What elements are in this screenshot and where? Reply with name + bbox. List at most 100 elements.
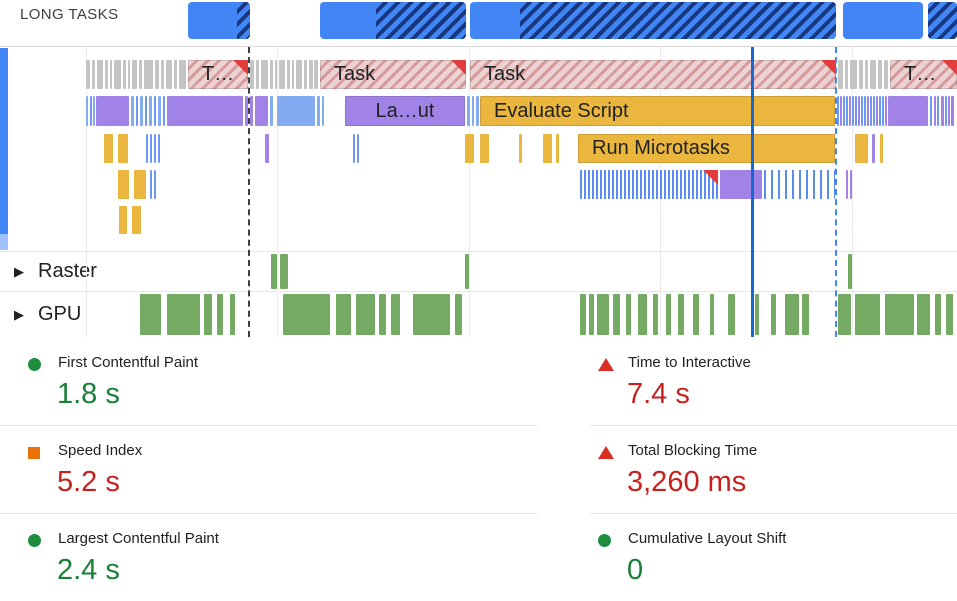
raster-activity-bar[interactable] <box>848 254 852 289</box>
activity-bar[interactable] <box>96 96 129 126</box>
gpu-activity-bar[interactable] <box>580 294 586 335</box>
raster-activity-bar[interactable] <box>280 254 288 289</box>
activity-bar[interactable] <box>304 60 307 89</box>
gpu-activity-bar[interactable] <box>167 294 200 335</box>
activity-bar[interactable] <box>855 96 857 126</box>
activity-bar[interactable] <box>878 60 882 89</box>
activity-bar[interactable] <box>948 96 950 126</box>
activity-bar[interactable] <box>880 134 883 163</box>
gpu-activity-bar[interactable] <box>838 294 851 335</box>
activity-bar[interactable] <box>764 170 835 199</box>
activity-bar[interactable] <box>850 60 857 89</box>
activity-bar[interactable] <box>154 96 156 126</box>
gpu-activity-bar[interactable] <box>728 294 735 335</box>
activity-bar[interactable] <box>255 96 268 126</box>
activity-bar[interactable] <box>277 96 315 126</box>
activity-bar[interactable] <box>852 96 854 126</box>
activity-bar[interactable] <box>250 96 253 126</box>
expand-triangle-icon[interactable]: ▶ <box>14 263 24 279</box>
activity-bar[interactable] <box>128 60 130 89</box>
activity-bar[interactable] <box>279 60 285 89</box>
activity-bar[interactable] <box>309 60 313 89</box>
activity-bar[interactable] <box>888 96 928 126</box>
gpu-activity-bar[interactable] <box>710 294 714 335</box>
gpu-activity-bar[interactable] <box>885 294 914 335</box>
activity-bar[interactable] <box>86 60 90 89</box>
activity-bar[interactable] <box>118 170 129 199</box>
activity-bar[interactable] <box>465 134 474 163</box>
flame-bar-task[interactable]: Task <box>320 60 466 89</box>
activity-bar[interactable] <box>845 60 848 89</box>
activity-bar[interactable] <box>864 96 866 126</box>
gpu-activity-bar[interactable] <box>455 294 462 335</box>
gpu-activity-bar[interactable] <box>785 294 799 335</box>
activity-bar[interactable] <box>150 170 152 199</box>
activity-bar[interactable] <box>150 134 152 163</box>
activity-bar[interactable] <box>119 206 127 234</box>
long-task-bar[interactable] <box>470 2 836 39</box>
activity-bar[interactable] <box>876 96 878 126</box>
activity-bar[interactable] <box>296 60 302 89</box>
activity-bar[interactable] <box>858 96 860 126</box>
raster-track[interactable]: ▶ Raster <box>0 251 957 291</box>
long-task-bar[interactable] <box>320 2 466 39</box>
activity-bar[interactable] <box>131 96 134 126</box>
gpu-activity-bar[interactable] <box>230 294 235 335</box>
activity-bar[interactable] <box>287 60 290 89</box>
activity-bar[interactable] <box>543 134 552 163</box>
activity-bar[interactable] <box>154 170 156 199</box>
activity-bar[interactable] <box>846 170 848 199</box>
activity-bar[interactable] <box>270 96 273 126</box>
activity-bar[interactable] <box>884 60 888 89</box>
flame-bar-t[interactable]: T… <box>890 60 957 89</box>
gpu-activity-bar[interactable] <box>802 294 809 335</box>
activity-bar[interactable] <box>118 134 128 163</box>
activity-bar[interactable] <box>314 60 318 89</box>
activity-bar[interactable] <box>144 60 153 89</box>
activity-bar[interactable] <box>110 60 112 89</box>
gpu-activity-bar[interactable] <box>204 294 212 335</box>
activity-bar[interactable] <box>105 60 108 89</box>
gpu-activity-bar[interactable] <box>638 294 647 335</box>
activity-bar[interactable] <box>134 170 146 199</box>
activity-bar[interactable] <box>132 206 141 234</box>
flame-bar-runmicrotasks[interactable]: Run Microtasks <box>578 134 835 163</box>
activity-bar[interactable] <box>867 96 869 126</box>
timeline-left-handle-grip[interactable] <box>0 234 8 250</box>
activity-bar[interactable] <box>90 96 92 126</box>
activity-bar[interactable] <box>934 96 936 126</box>
gpu-activity-bar[interactable] <box>589 294 594 335</box>
activity-bar[interactable] <box>245 96 248 126</box>
gpu-activity-bar[interactable] <box>217 294 223 335</box>
activity-bar[interactable] <box>838 60 843 89</box>
activity-bar[interactable] <box>850 170 852 199</box>
activity-bar[interactable] <box>123 60 126 89</box>
activity-bar[interactable] <box>855 134 868 163</box>
activity-bar[interactable] <box>174 60 177 89</box>
activity-bar[interactable] <box>872 134 875 163</box>
activity-bar[interactable] <box>158 134 160 163</box>
activity-bar[interactable] <box>139 60 142 89</box>
activity-bar[interactable] <box>937 96 939 126</box>
activity-bar[interactable] <box>930 96 932 126</box>
activity-bar[interactable] <box>879 96 881 126</box>
activity-bar[interactable] <box>149 96 152 126</box>
activity-bar[interactable] <box>163 96 165 126</box>
flame-bar-laut[interactable]: La…ut <box>345 96 465 126</box>
activity-bar[interactable] <box>250 60 254 89</box>
activity-bar[interactable] <box>86 96 88 126</box>
activity-bar[interactable] <box>480 134 489 163</box>
activity-bar[interactable] <box>870 60 876 89</box>
activity-bar[interactable] <box>145 96 147 126</box>
gpu-activity-bar[interactable] <box>653 294 658 335</box>
gpu-activity-bar[interactable] <box>935 294 941 335</box>
gpu-activity-bar[interactable] <box>613 294 620 335</box>
activity-bar[interactable] <box>873 96 875 126</box>
gpu-activity-bar[interactable] <box>283 294 330 335</box>
long-tasks-overview-strip[interactable]: LONG TASKS <box>0 0 957 47</box>
activity-bar[interactable] <box>155 60 159 89</box>
long-task-bar[interactable] <box>843 2 923 39</box>
activity-bar[interactable] <box>467 96 470 126</box>
activity-bar[interactable] <box>861 96 863 126</box>
activity-bar[interactable] <box>167 96 243 126</box>
